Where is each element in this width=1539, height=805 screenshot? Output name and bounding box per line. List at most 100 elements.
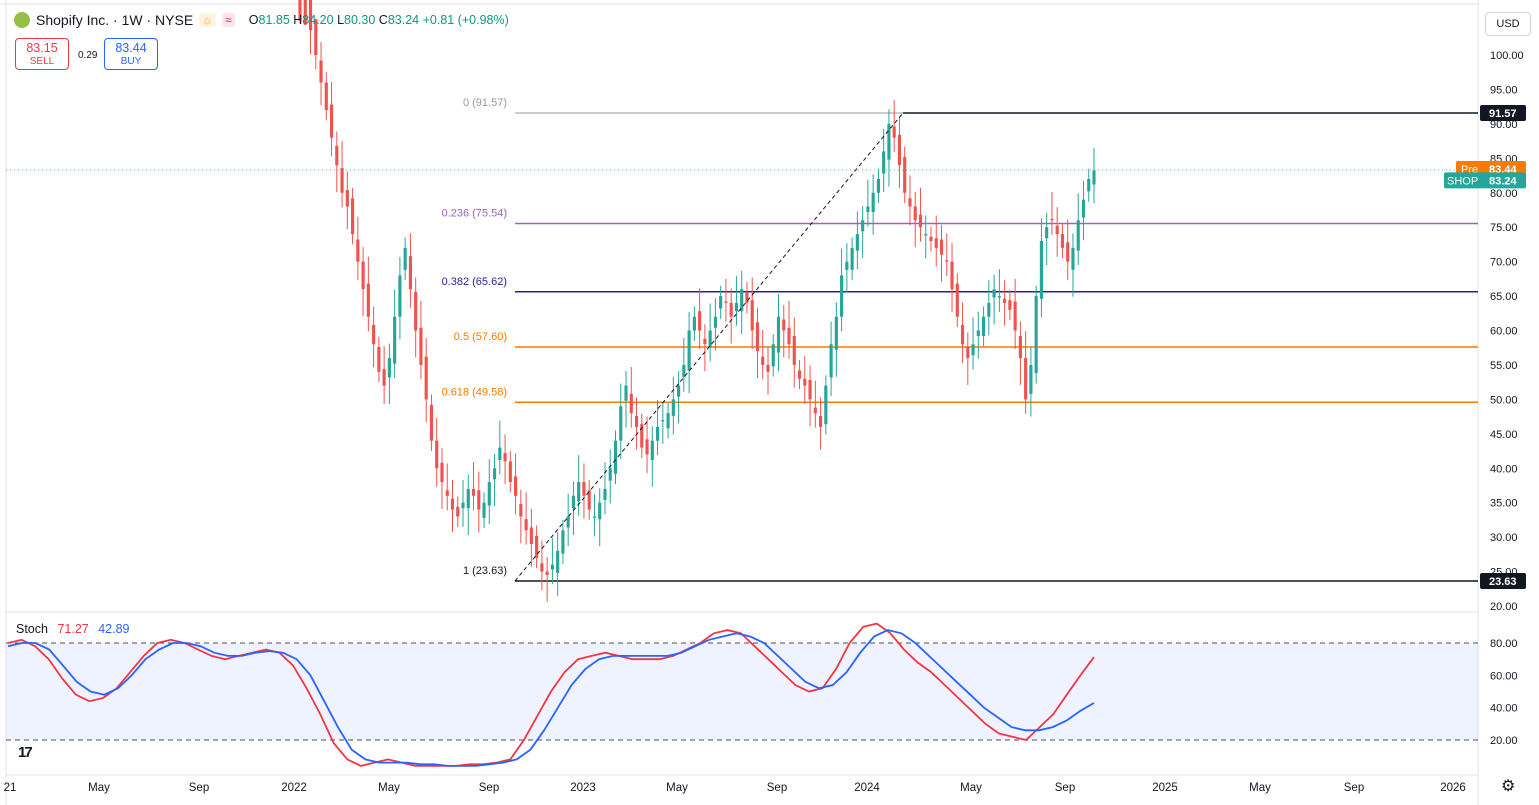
candle-body xyxy=(903,156,907,193)
candle-body xyxy=(734,302,739,312)
settings-gear-icon[interactable]: ⚙ xyxy=(1501,778,1516,795)
wave-icon[interactable]: ≈ xyxy=(222,13,235,27)
last-price-symbol: SHOP xyxy=(1447,175,1478,187)
candle-body xyxy=(987,302,991,317)
candle-body xyxy=(945,260,949,262)
candle-body xyxy=(1076,220,1080,251)
sell-price: 83.15 xyxy=(26,41,58,55)
buy-button[interactable]: 83.44 BUY xyxy=(104,38,158,70)
open-label: O xyxy=(248,13,259,27)
stoch-band xyxy=(6,643,1478,740)
candle-body xyxy=(687,330,691,371)
candle-body xyxy=(372,324,376,345)
candle-body xyxy=(540,563,544,572)
candle-body xyxy=(487,482,491,506)
candle-body xyxy=(692,316,696,331)
price-tick-label: 95.00 xyxy=(1490,84,1518,96)
time-axis: 21 May Sep 2022 May Sep 2023 May Sep 2024 May Sep 20… xyxy=(4,782,1466,794)
fib-level-label: 1 (23.63) xyxy=(463,565,507,577)
candle-body xyxy=(661,420,665,422)
stochastic-pane xyxy=(6,622,1478,767)
candle-body xyxy=(1003,298,1007,303)
time-tick-label: May xyxy=(378,782,400,794)
sun-icon[interactable]: ☼ xyxy=(199,13,217,27)
candle-body xyxy=(724,301,728,303)
candle-body xyxy=(351,198,355,235)
candle-body xyxy=(561,530,565,554)
stoch-title: Stoch xyxy=(16,622,48,636)
candle-body xyxy=(529,527,533,545)
stoch-k-value: 71.27 xyxy=(57,622,89,636)
price-label-box xyxy=(1480,572,1526,589)
candle-body xyxy=(514,476,518,496)
candle-body xyxy=(1071,247,1075,270)
candle-body xyxy=(761,356,765,365)
stoch-d-line xyxy=(7,629,1095,767)
candle-body xyxy=(876,178,880,193)
time-tick-label: 2026 xyxy=(1440,782,1466,794)
candle-body xyxy=(619,406,623,441)
time-tick-label: Sep xyxy=(479,782,499,794)
candle-body xyxy=(887,123,891,160)
candle-body xyxy=(503,453,507,462)
candle-body xyxy=(587,490,591,510)
candle-body xyxy=(303,0,307,25)
time-tick-label: May xyxy=(960,782,982,794)
candle-body xyxy=(324,82,328,111)
candle-body xyxy=(603,488,607,500)
candle-body xyxy=(1029,364,1033,394)
time-tick-label: 2025 xyxy=(1152,782,1178,794)
candle-body xyxy=(792,336,796,365)
currency-select[interactable]: USD xyxy=(1485,12,1531,36)
high-label: H xyxy=(293,13,303,27)
candle-body xyxy=(913,206,917,221)
time-tick-label: May xyxy=(88,782,110,794)
stoch-legend[interactable]: Stoch 71.27 42.89 xyxy=(16,622,130,636)
candle-body xyxy=(797,370,802,379)
candle-body xyxy=(598,502,602,520)
candle-body xyxy=(971,344,975,356)
candle-body xyxy=(461,502,465,509)
price-tick-label: 20.00 xyxy=(1490,601,1518,613)
candle-body xyxy=(713,316,717,328)
price-tick-label: 50.00 xyxy=(1490,394,1518,406)
candle-body xyxy=(1087,178,1091,192)
stoch-tick-label: 60.00 xyxy=(1490,670,1518,682)
time-tick-label: May xyxy=(666,782,688,794)
candle-body xyxy=(571,495,576,509)
open-value: 81.85 xyxy=(258,13,290,27)
candle-body xyxy=(992,289,996,298)
price-tick-label: 75.00 xyxy=(1490,222,1518,234)
price-axis: 100.0095.0090.0085.0080.0075.0070.0065.0… xyxy=(1444,0,1539,805)
candle-body xyxy=(545,571,549,576)
sell-button[interactable]: 83.15 SELL xyxy=(15,38,69,70)
candle-body xyxy=(535,535,539,558)
price-tick-label: 40.00 xyxy=(1490,463,1518,475)
candle-body xyxy=(1039,240,1043,299)
candle-body xyxy=(361,261,365,290)
candle-body xyxy=(655,426,660,441)
candle-body xyxy=(934,238,938,248)
candle-body xyxy=(882,151,886,174)
candle-body xyxy=(955,283,959,317)
candle-body xyxy=(924,234,928,236)
price-tick-label: 70.00 xyxy=(1490,257,1518,269)
candle-body xyxy=(645,439,649,455)
tradingview-logo-icon[interactable]: 17 xyxy=(18,744,33,761)
buy-price: 83.44 xyxy=(115,41,147,55)
shopify-logo-icon xyxy=(14,12,30,28)
candle-body xyxy=(424,356,428,400)
candle-body xyxy=(477,490,481,510)
close-value: 83.24 xyxy=(387,13,420,27)
time-tick-label: Sep xyxy=(1344,782,1364,794)
price-tick-label: 65.00 xyxy=(1490,291,1518,303)
sell-label: SELL xyxy=(29,56,55,67)
symbol-title[interactable]: Shopify Inc. · 1W · NYSE xyxy=(36,12,194,28)
candle-body xyxy=(498,447,502,460)
candle-body xyxy=(1045,227,1049,239)
candle-body xyxy=(398,275,402,317)
change-value: +0.81 (+0.98%) xyxy=(422,13,509,27)
candle-body xyxy=(345,189,349,207)
candle-body xyxy=(634,415,639,427)
